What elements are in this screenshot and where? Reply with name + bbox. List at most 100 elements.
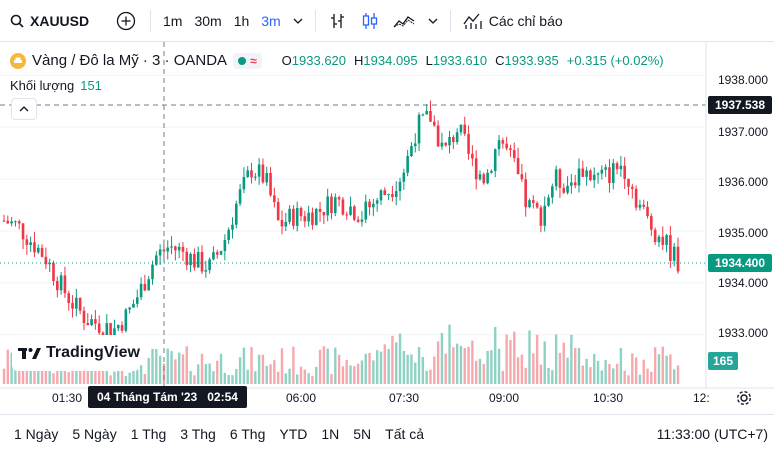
candle-body (413, 143, 417, 147)
volume-bar (59, 361, 63, 384)
range-3m[interactable]: 3 Thg (180, 425, 216, 442)
candle-body (143, 283, 147, 291)
candle-body (147, 279, 151, 291)
volume-bar (189, 370, 192, 384)
volume-bar (593, 353, 596, 384)
interval-dropdown[interactable] (287, 0, 309, 42)
indicators-button[interactable]: Các chỉ báo (457, 0, 569, 42)
volume-bar (467, 346, 470, 384)
collapse-legend-button[interactable] (11, 98, 37, 120)
price-tick: 1934.000 (717, 276, 768, 290)
range-6m[interactable]: 6 Thg (229, 425, 266, 442)
range-all[interactable]: Tất cả (385, 425, 425, 442)
candle-body (292, 208, 295, 226)
volume-bar (235, 369, 238, 384)
candle-body (14, 221, 17, 223)
chevron-up-icon (19, 106, 29, 112)
area-style-button[interactable] (386, 0, 422, 42)
candles-icon (362, 12, 377, 29)
volume-bar (627, 375, 630, 384)
candle-body (94, 319, 97, 324)
candle-body (604, 167, 607, 170)
interval-3m[interactable]: 3m (261, 12, 281, 29)
range-5d[interactable]: 5 Ngày (72, 425, 117, 442)
range-1y[interactable]: 1N (321, 425, 340, 442)
candle-body (672, 246, 676, 261)
candle-body (501, 140, 505, 144)
candle-body (330, 196, 333, 214)
tradingview-logo[interactable]: TradingView (12, 335, 140, 371)
candle-body (56, 280, 59, 291)
clock[interactable]: 11:33:00 (UTC+7) (656, 425, 768, 442)
volume-bar (375, 350, 379, 384)
range-ytd[interactable]: YTD (279, 425, 308, 442)
candle-body (341, 199, 345, 215)
candle-body (128, 307, 131, 310)
interval-1h[interactable]: 1h (233, 12, 250, 29)
candle-body (280, 220, 284, 227)
volume-bar (128, 372, 131, 384)
volume-bar (433, 356, 436, 384)
candle-body (577, 168, 581, 186)
candles-style-button[interactable] (354, 0, 386, 42)
candle-body (158, 249, 162, 256)
symbol-search[interactable]: XAUUSD (0, 0, 108, 42)
volume-bar (292, 346, 295, 384)
bar-style-button[interactable] (322, 0, 354, 42)
compare-add-button[interactable] (108, 0, 144, 42)
candle-body (531, 200, 535, 203)
candle-body (295, 208, 299, 226)
volume-bar (600, 370, 604, 384)
time-tick: 12: (693, 391, 710, 405)
range-1m[interactable]: 1 Thg (130, 425, 167, 442)
candle-body (40, 247, 44, 257)
candle-body (10, 221, 13, 224)
candle-body (21, 223, 25, 240)
candle-body (86, 322, 90, 326)
wave-icon: ≈ (250, 53, 257, 68)
high-key: H (354, 53, 364, 68)
volume-bar (307, 373, 310, 384)
volume-bar (113, 371, 116, 384)
interval-1m[interactable]: 1m (163, 12, 183, 29)
price-tick: 1936.000 (717, 175, 768, 189)
candle-body (322, 211, 326, 216)
candle-body (25, 239, 29, 245)
candle-body (375, 200, 379, 204)
candle-body (436, 125, 440, 147)
last-price-tag: 1934.400 (708, 254, 772, 272)
volume-bar (25, 370, 29, 384)
volume-bar (200, 353, 204, 384)
volume-bar (429, 369, 432, 384)
volume-bar (417, 347, 421, 384)
settings-icon[interactable] (736, 390, 752, 411)
volume-bar (216, 360, 219, 384)
candle-body (493, 149, 497, 172)
candle-body (444, 142, 448, 146)
volume-bar (554, 334, 558, 384)
interval-30m[interactable]: 30m (194, 12, 222, 29)
range-5y[interactable]: 5N (353, 425, 372, 442)
series-title[interactable]: Vàng / Đô la Mỹ · 3 · OANDA (32, 52, 228, 69)
candle-body (82, 310, 86, 323)
candle-body (528, 200, 531, 208)
volume-bar (86, 365, 89, 384)
candle-body (318, 208, 322, 212)
market-status-badge[interactable]: ≈ (233, 52, 262, 69)
chart-type-dropdown[interactable] (422, 0, 444, 42)
volume-bar (219, 353, 223, 384)
candle-body (284, 221, 288, 227)
candle-body (558, 169, 562, 188)
volume-bar (231, 375, 234, 384)
candle-body (288, 208, 291, 222)
candle-body (101, 332, 105, 337)
volume-bar (162, 363, 166, 384)
volume-label[interactable]: Khối lượng (10, 78, 75, 93)
candle-body (615, 163, 619, 170)
range-1d[interactable]: 1 Ngày (14, 425, 59, 442)
volume-bar (94, 361, 97, 384)
candle-body (124, 309, 128, 331)
candle-body (490, 171, 493, 173)
price-chart[interactable] (0, 42, 774, 414)
chart-legend: Vàng / Đô la Mỹ · 3 · OANDA ≈ O1933.620 … (10, 52, 664, 69)
